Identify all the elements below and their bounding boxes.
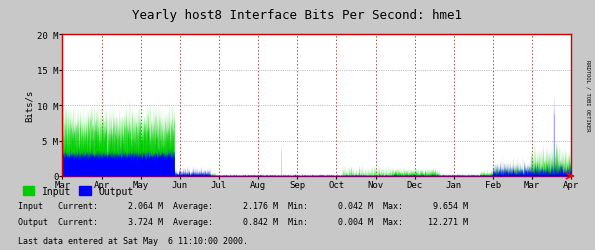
Text: RRDTOOL / TOBI OETIKER: RRDTOOL / TOBI OETIKER xyxy=(586,60,591,130)
Text: Input   Current:      2.064 M  Average:      2.176 M  Min:      0.042 M  Max:   : Input Current: 2.064 M Average: 2.176 M … xyxy=(18,201,468,210)
Text: Last data entered at Sat May  6 11:10:00 2000.: Last data entered at Sat May 6 11:10:00 … xyxy=(18,236,248,245)
Legend: Input, Output: Input, Output xyxy=(23,186,134,196)
Y-axis label: Bits/s: Bits/s xyxy=(25,90,34,122)
Text: Output  Current:      3.724 M  Average:      0.842 M  Min:      0.004 M  Max:   : Output Current: 3.724 M Average: 0.842 M… xyxy=(18,218,468,226)
Text: Yearly host8 Interface Bits Per Second: hme1: Yearly host8 Interface Bits Per Second: … xyxy=(133,9,462,22)
